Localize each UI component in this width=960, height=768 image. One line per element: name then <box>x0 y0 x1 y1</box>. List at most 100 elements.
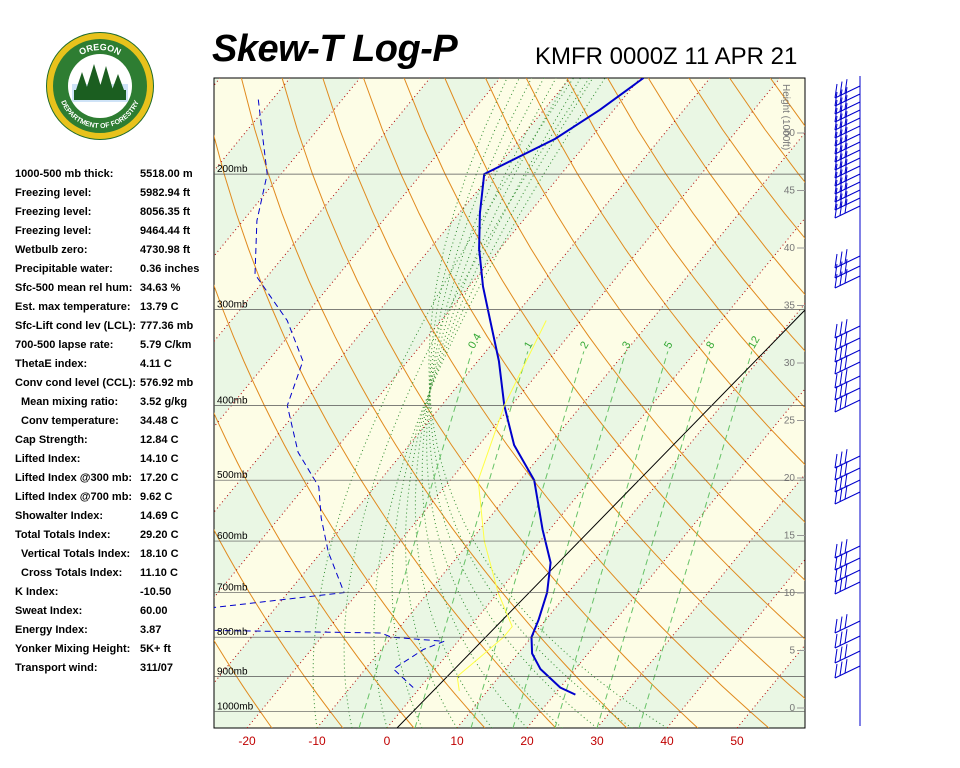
stat-label: Freezing level: <box>15 187 92 199</box>
plot-frame <box>213 77 806 729</box>
stat-label: Cap Strength: <box>15 434 88 446</box>
wind-barb <box>839 129 843 144</box>
wind-barb <box>839 97 843 112</box>
wind-barb <box>839 105 843 120</box>
wind-barb <box>834 117 861 131</box>
wind-barb <box>834 555 838 571</box>
wind-barb <box>844 103 848 118</box>
wind-barb <box>844 369 848 384</box>
temperature-profile <box>478 78 645 696</box>
wind-barb <box>834 93 861 107</box>
wind-barb <box>834 489 838 505</box>
stat-value: 34.63 % <box>140 282 181 294</box>
isotherm <box>526 388 805 728</box>
dry-adiabat <box>0 78 130 728</box>
mixing-ratio-label: 3 <box>620 340 633 351</box>
wind-barb <box>834 179 838 195</box>
wind-barb <box>839 553 843 568</box>
wind-barb <box>834 181 861 195</box>
wind-barb <box>844 249 848 264</box>
wind-barb <box>839 153 843 168</box>
height-tick-label: 0 <box>789 703 795 714</box>
height-tick-label: 30 <box>784 358 796 369</box>
temp-band <box>0 78 150 728</box>
wind-barb <box>834 543 838 559</box>
wind-barb <box>834 187 838 203</box>
wind-barb <box>834 359 838 375</box>
dewpoint-profile <box>214 99 445 688</box>
chart-subtitle: KMFR 0000Z 11 APR 21 <box>535 43 798 70</box>
pressure-label: 400mb <box>217 396 248 407</box>
stat-value: 8056.35 ft <box>140 206 191 218</box>
stat-value: 29.20 C <box>140 529 179 541</box>
wind-barb <box>844 127 848 142</box>
height-tick-label: 5 <box>789 646 795 657</box>
mixing-ratio-line <box>470 351 585 728</box>
pressure-label: 600mb <box>217 531 248 542</box>
wind-barb <box>834 265 861 279</box>
mixing-ratio-line <box>638 351 753 728</box>
wind-barbs <box>834 76 861 726</box>
stat-label: Freezing level: <box>15 225 92 237</box>
stat-value: 311/07 <box>140 662 174 674</box>
wind-barb <box>839 177 843 192</box>
wind-barb <box>844 659 848 674</box>
wind-barb <box>844 79 848 94</box>
mixing-ratio-label: 1 <box>522 340 535 351</box>
stat-value: 14.10 C <box>140 453 179 465</box>
stat-label: Cross Totals Index: <box>21 567 123 579</box>
wind-barb <box>844 319 848 334</box>
wind-barb <box>844 575 848 590</box>
wind-barb <box>844 331 848 346</box>
wind-barb <box>844 175 848 190</box>
dry-adiabat <box>0 78 201 728</box>
wind-barb <box>839 631 843 646</box>
pressure-label: 900mb <box>217 667 248 678</box>
wind-barb <box>834 171 838 187</box>
stat-value: 12.84 C <box>140 434 179 446</box>
isotherm <box>246 78 781 728</box>
stat-label: Sfc-500 mean rel hum: <box>15 282 133 294</box>
wind-barb <box>839 193 843 208</box>
stat-label: Lifted Index: <box>15 453 81 465</box>
wind-barb <box>844 159 848 174</box>
wind-barb <box>834 323 838 339</box>
wind-barb <box>839 451 843 466</box>
wind-barb <box>834 109 861 123</box>
wind-barb <box>839 395 843 410</box>
stat-label: Lifted Index @700 mb: <box>15 491 133 503</box>
stat-label: Conv temperature: <box>21 415 119 427</box>
isotherm <box>214 78 221 87</box>
wind-barb <box>834 567 838 583</box>
x-tick-label: 0 <box>384 734 391 748</box>
wind-barb <box>839 145 843 160</box>
wind-barb <box>844 167 848 182</box>
wind-barb <box>839 661 843 676</box>
wind-barb <box>834 465 838 481</box>
temp-band <box>214 78 360 257</box>
wind-barb <box>834 273 838 289</box>
wind-barb <box>834 253 838 269</box>
wind-barb <box>834 205 861 219</box>
stat-value: 5.79 C/km <box>140 339 192 351</box>
pressure-label: 300mb <box>217 300 248 311</box>
reference-line <box>396 309 805 728</box>
stat-value: 777.36 mb <box>140 320 194 332</box>
height-tick-label: 10 <box>784 588 796 599</box>
oregon-forestry-logo: OREGON DEPARTMENT OF FORESTRY <box>46 32 154 140</box>
wind-barb <box>834 665 861 679</box>
wind-barb <box>834 569 861 583</box>
parcel-profile <box>456 320 547 692</box>
wind-barb <box>839 475 843 490</box>
wind-barb <box>839 161 843 176</box>
stat-value: 4.11 C <box>140 358 172 370</box>
wind-barb <box>834 491 861 505</box>
wind-barb <box>834 337 861 351</box>
wind-barb <box>834 453 838 469</box>
wind-barb <box>834 347 838 363</box>
stat-label: Sfc-Lift cond lev (LCL): <box>15 320 136 332</box>
wind-barb <box>834 275 861 289</box>
wind-barb <box>834 557 861 571</box>
wind-barb <box>834 663 838 679</box>
stat-label: Precipitable water: <box>15 263 113 275</box>
